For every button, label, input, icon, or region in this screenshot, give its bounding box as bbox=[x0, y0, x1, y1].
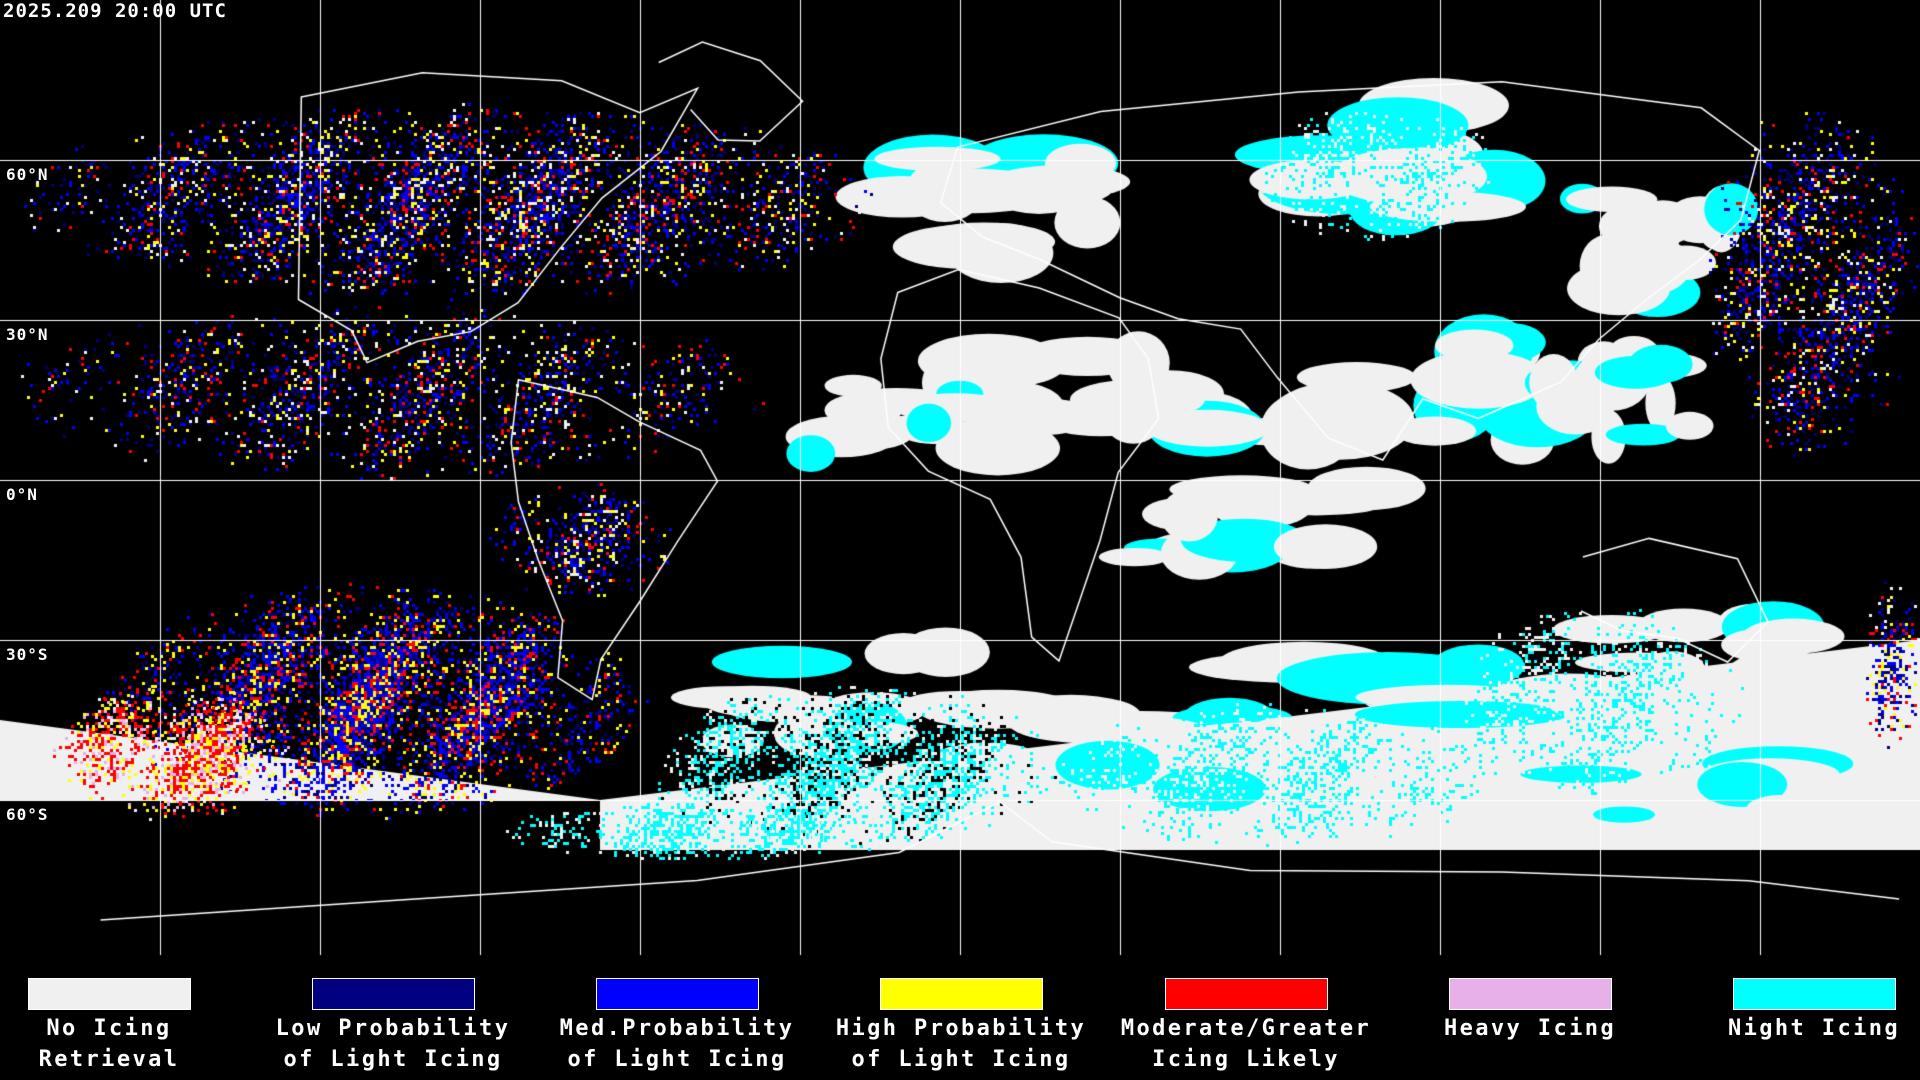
legend-swatch bbox=[880, 978, 1043, 1010]
legend-label: Heavy Icing bbox=[1443, 1016, 1617, 1041]
legend-label: High Probability bbox=[835, 1016, 1087, 1041]
legend-label: Med.Probability bbox=[559, 1016, 795, 1041]
lat-label-0n: 0°N bbox=[6, 485, 38, 504]
legend-swatch bbox=[1449, 978, 1612, 1010]
legend: No Icing Retrieval Low Probability of Ligh… bbox=[0, 960, 1920, 1080]
legend-label: of Light Icing bbox=[283, 1047, 503, 1072]
legend-swatch bbox=[1165, 978, 1328, 1010]
lat-label-60n: 60°N bbox=[6, 165, 49, 184]
legend-label: Low Probability bbox=[275, 1016, 511, 1041]
lat-label-30s: 30°S bbox=[6, 645, 49, 664]
legend-swatch bbox=[28, 978, 191, 1010]
legend-label: No Icing bbox=[46, 1016, 172, 1041]
legend-label: of Light Icing bbox=[851, 1047, 1071, 1072]
legend-label: of Light Icing bbox=[567, 1047, 787, 1072]
lat-label-60s: 60°S bbox=[6, 805, 49, 824]
legend-swatch bbox=[312, 978, 475, 1010]
icing-map: 2025.209 20:00 UTC 60°N 30°N 0°N 30°S 60… bbox=[0, 0, 1920, 960]
icing-map-canvas bbox=[0, 0, 1920, 960]
legend-label: Retrieval bbox=[38, 1047, 180, 1072]
legend-label: Night Icing bbox=[1727, 1016, 1901, 1041]
legend-swatch bbox=[596, 978, 759, 1010]
legend-label: Icing Likely bbox=[1152, 1047, 1340, 1072]
legend-label: Moderate/Greater bbox=[1120, 1016, 1372, 1041]
lat-label-30n: 30°N bbox=[6, 325, 49, 344]
legend-swatch bbox=[1733, 978, 1896, 1010]
timestamp: 2025.209 20:00 UTC bbox=[3, 0, 227, 22]
